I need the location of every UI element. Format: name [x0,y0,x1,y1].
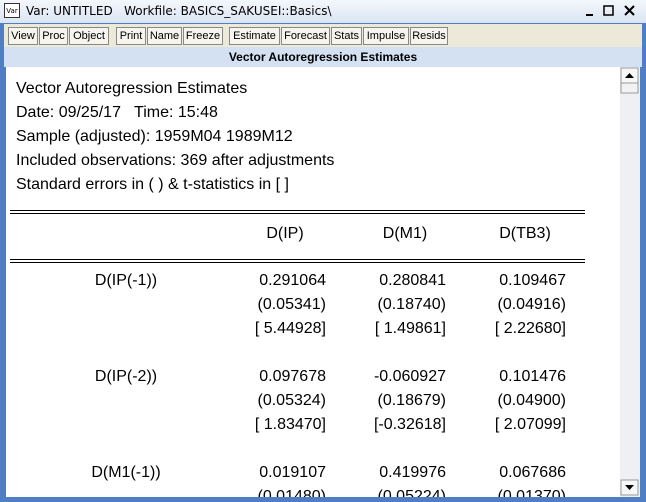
table-cell: (0.18679) [377,392,447,409]
toolbar-button[interactable]: Forecast [281,27,330,45]
table-cell: 0.101476 [499,368,566,385]
row-label: D(M1(-1)) [91,464,161,481]
toolbar-button[interactable]: Resids [410,27,448,45]
window-controls [586,5,635,16]
table-cell: (0.05341) [257,296,327,313]
toolbar-button[interactable]: Object [69,27,109,45]
row-label: D(IP(-1)) [94,272,158,289]
close-button[interactable] [624,5,635,16]
table-cell: [-0.32618] [373,416,446,433]
toolbar-button[interactable]: Impulse [363,27,409,45]
table-cell: 0.109467 [499,272,566,289]
table-cell: (0.05224) [377,488,447,497]
table-cell: (0.04916) [497,296,567,313]
table-cell: [ 1.83470] [254,416,326,433]
table-cell: (0.01370) [497,488,567,497]
summary-line: Standard errors in ( ) & t-statistics in… [16,176,289,193]
toolbar-button[interactable]: Print [116,27,146,45]
table-cell: [ 2.22680] [494,320,566,337]
rule-line [10,213,585,214]
window-icon: Var [4,3,20,18]
table-cell: 0.019107 [259,464,326,481]
maximize-button[interactable] [603,5,614,16]
window-title: Var: UNTITLED Workfile: BASICS_SAKUSEI::… [26,4,332,18]
summary-line: Date: 09/25/17 Time: 15:48 [16,104,218,121]
vertical-scrollbar[interactable] [620,67,640,497]
toolbar-button[interactable]: Proc [39,27,68,45]
column-header: D(IP) [266,225,304,242]
table-cell: (0.01480) [257,488,327,497]
rule-line [10,210,585,211]
title-bar: Var Var: UNTITLED Workfile: BASICS_SAKUS… [0,0,646,23]
output-view: Vector Autoregression Estimates Date: 09/… [6,67,620,497]
summary-line: Sample (adjusted): 1959M04 1989M12 [16,128,293,145]
table-cell: (0.18740) [377,296,447,313]
toolbar: View Proc Object Print Name Freeze Estimate For… [4,24,642,47]
table-cell: [ 1.49861] [374,320,446,337]
summary-line: Included observations: 369 after adjustm… [16,152,335,169]
table-cell: 0.097678 [259,368,326,385]
table-cell: 0.280841 [379,272,446,289]
table-cell: (0.05324) [257,392,327,409]
column-header: D(TB3) [499,225,551,242]
table-cell: -0.060927 [373,368,446,385]
view-header: Vector Autoregression Estimates [4,47,642,67]
rule-line [10,262,585,263]
table-cell: 0.291064 [259,272,326,289]
table-cell: 0.419976 [379,464,446,481]
rule-line [10,259,585,260]
table-cell: (0.04900) [497,392,567,409]
summary-line: Vector Autoregression Estimates [16,80,248,97]
toolbar-button[interactable]: Name [147,27,182,45]
toolbar-button[interactable]: Stats [331,27,362,45]
column-header: D(M1) [382,225,428,242]
table-cell: [ 5.44928] [254,320,326,337]
scroll-thumb[interactable] [620,82,639,94]
toolbar-button[interactable]: View [8,27,38,45]
table-cell: 0.067686 [499,464,566,481]
toolbar-button[interactable]: Freeze [183,27,223,45]
toolbar-button[interactable]: Estimate [229,27,280,45]
table-cell: [ 2.07099] [494,416,566,433]
row-label: D(IP(-2)) [94,368,158,385]
